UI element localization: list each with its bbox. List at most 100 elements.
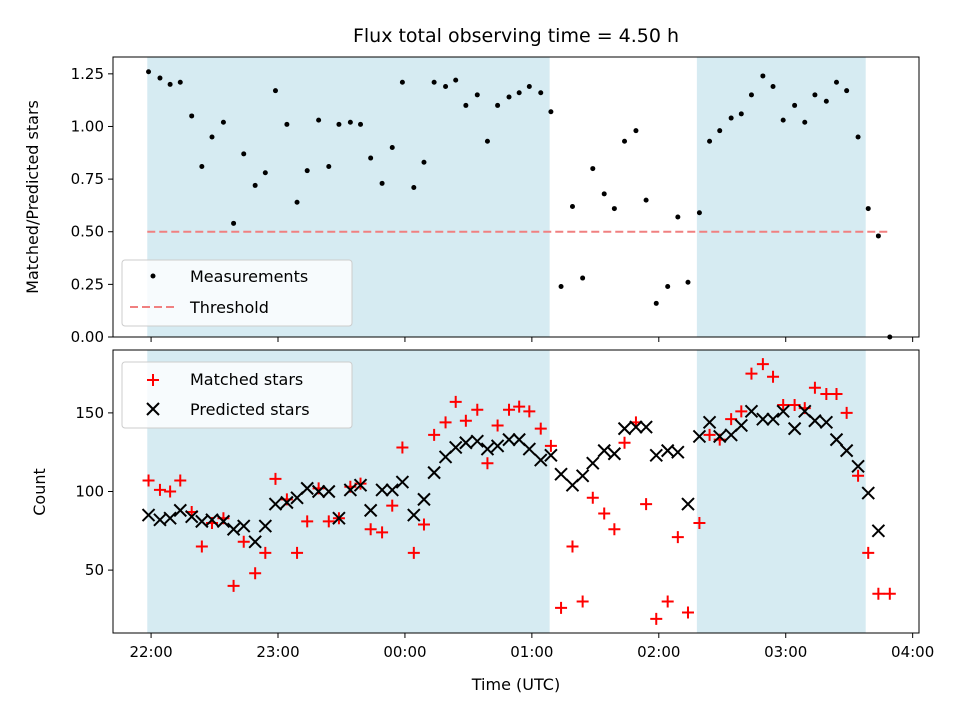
predicted-stars-point xyxy=(629,420,643,434)
measurement-point xyxy=(453,77,459,83)
measurement-point xyxy=(526,83,532,89)
matched-stars-point xyxy=(883,587,896,600)
matched-stars-point xyxy=(259,546,272,559)
y-tick-label: 0.00 xyxy=(71,328,104,346)
count-legend: Matched stars Predicted stars xyxy=(121,361,353,429)
measurement-point xyxy=(675,214,681,220)
matched-stars-point xyxy=(808,381,821,394)
measurement-point xyxy=(844,88,850,94)
measurement-point xyxy=(865,206,871,212)
measurement-point xyxy=(379,180,385,186)
measurement-point xyxy=(569,203,575,209)
predicted-stars-point xyxy=(713,429,727,444)
predicted-stars-point xyxy=(829,432,844,447)
predicted-stars-point xyxy=(702,415,717,430)
predicted-stars-point xyxy=(522,442,537,456)
predicted-stars-point xyxy=(819,415,834,430)
predicted-stars-point xyxy=(141,508,156,522)
x-tick-label: 04:00 xyxy=(891,643,934,661)
measurement-point xyxy=(326,163,332,169)
measurement-point xyxy=(167,81,173,87)
matched-stars-point xyxy=(301,515,314,528)
matched-stars-point xyxy=(544,439,557,452)
predicted-stars-point xyxy=(470,434,484,448)
legend-matched-marker xyxy=(147,374,159,386)
matched-stars-point xyxy=(269,472,282,485)
matched-stars-point xyxy=(534,422,547,435)
measurement-point xyxy=(399,79,405,85)
matched-stars-point xyxy=(417,518,430,531)
measurement-point xyxy=(336,121,342,127)
legend-measurements-label: Measurements xyxy=(190,267,308,286)
predicted-stars-point xyxy=(744,404,759,419)
matched-stars-point xyxy=(671,531,684,544)
predicted-stars-point xyxy=(459,436,473,450)
measurement-point xyxy=(304,168,310,174)
measurement-point xyxy=(622,138,628,144)
measurement-point xyxy=(760,73,766,79)
ratio-panel: 0.00 0.25 0.50 0.75 1.00 1.25 Matched/Predict… xyxy=(23,56,920,346)
matched-stars-point xyxy=(788,399,801,412)
legend-predicted-marker xyxy=(146,402,160,416)
measurement-point xyxy=(241,151,247,157)
measurement-point xyxy=(368,155,374,161)
predicted-stars-point xyxy=(490,439,505,453)
predicted-stars-point xyxy=(258,519,273,533)
predicted-stars-point xyxy=(248,535,262,549)
predicted-stars-point xyxy=(586,456,600,470)
legend-matched-label: Matched stars xyxy=(190,370,303,389)
matched-stars-point xyxy=(681,606,694,619)
matched-stars-point xyxy=(566,540,579,553)
matched-stars-point xyxy=(164,485,177,498)
measurement-point xyxy=(262,170,268,176)
measurement-point xyxy=(812,92,818,98)
measurement-point xyxy=(474,92,480,98)
y-tick-label: 150 xyxy=(75,404,104,422)
x-tick-label: 22:00 xyxy=(129,643,172,661)
observing-span xyxy=(696,350,866,633)
predicted-stars-point xyxy=(787,421,802,436)
count-y-axis: 50 100 150 xyxy=(75,404,113,579)
matched-stars-point xyxy=(354,477,367,490)
matched-stars-point xyxy=(428,428,441,441)
x-tick-label: 00:00 xyxy=(383,643,426,661)
measurement-point xyxy=(770,83,776,89)
predicted-stars-point xyxy=(226,522,241,536)
matched-stars-point xyxy=(830,388,843,401)
measurement-point xyxy=(199,163,205,169)
ratio-legend: Measurements Threshold xyxy=(121,259,353,327)
matched-stars-point xyxy=(852,469,865,482)
predicted-stars-point xyxy=(311,484,326,499)
predicted-stars-point xyxy=(417,492,431,507)
measurement-point xyxy=(665,283,671,289)
matched-stars-point xyxy=(735,405,748,418)
y-tick-label: 1.00 xyxy=(71,117,104,135)
y-tick-label: 50 xyxy=(85,561,104,579)
y-tick-label: 100 xyxy=(75,483,104,501)
matched-stars-point xyxy=(237,535,250,548)
predicted-stars-point xyxy=(756,412,770,426)
measurement-point xyxy=(484,138,490,144)
matched-stars-point xyxy=(640,498,653,511)
predicted-stars-point xyxy=(395,475,410,489)
matched-stars-point xyxy=(872,587,885,600)
matched-stars-point xyxy=(586,491,599,504)
series-measurements xyxy=(146,69,893,340)
matched-stars-point xyxy=(459,414,472,427)
predicted-stars-point xyxy=(544,448,558,463)
matched-stars-point xyxy=(491,419,504,432)
measurement-point xyxy=(294,199,300,205)
predicted-stars-point xyxy=(300,481,314,496)
predicted-stars-point xyxy=(871,524,886,538)
measurement-point xyxy=(780,117,786,123)
measurement-point xyxy=(548,109,554,115)
legend-predicted-label: Predicted stars xyxy=(190,400,310,419)
predicted-stars-point xyxy=(534,453,548,467)
predicted-stars-point xyxy=(216,514,231,529)
predicted-stars-point xyxy=(502,432,516,447)
measurement-point xyxy=(516,90,522,96)
ratio-y-axis-label: Matched/Predicted stars xyxy=(23,100,42,294)
predicted-stars-point xyxy=(375,483,389,497)
predicted-stars-point xyxy=(617,421,632,436)
matched-stars-point xyxy=(449,395,462,408)
